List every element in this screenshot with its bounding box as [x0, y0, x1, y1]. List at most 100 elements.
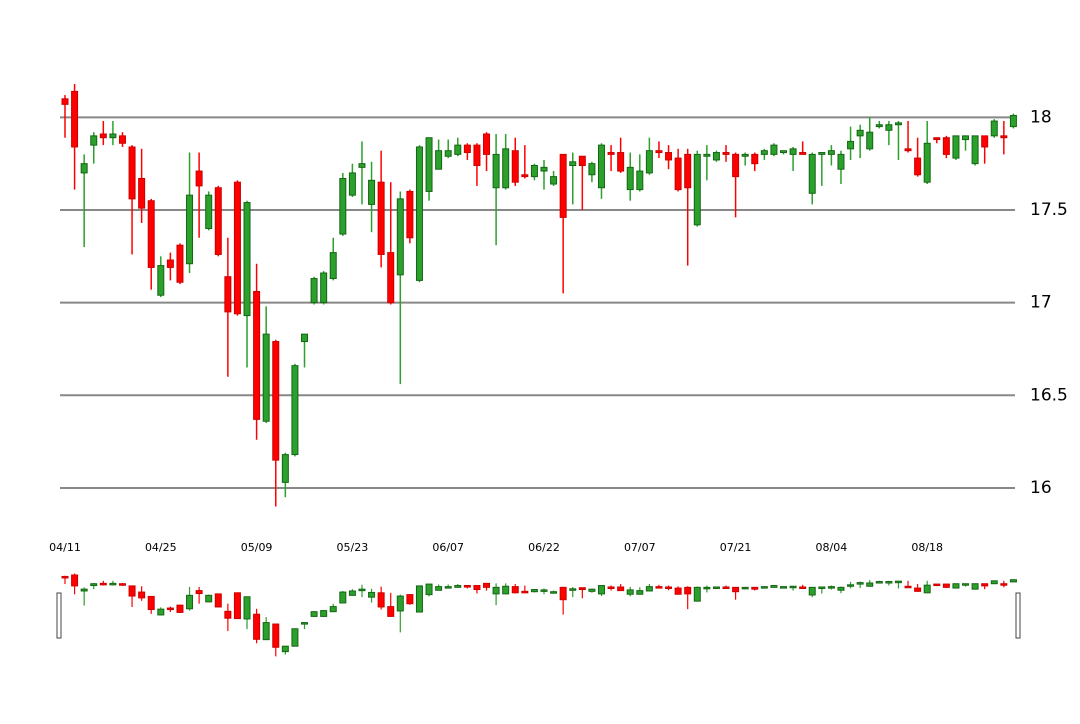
candle-body — [521, 174, 529, 178]
candle-body — [329, 252, 337, 280]
candle-body — [214, 593, 222, 608]
x-tick-label: 06/22 — [528, 541, 560, 554]
candle-body — [933, 583, 941, 587]
nav-handle-right[interactable] — [1015, 592, 1021, 639]
candles — [61, 83, 1017, 507]
candle-body — [569, 161, 577, 167]
candle-body — [205, 594, 213, 603]
candle-body — [176, 244, 184, 283]
candle-body — [540, 166, 548, 172]
candle-body — [856, 129, 864, 137]
candle-body — [693, 586, 701, 602]
candle-body — [722, 152, 730, 155]
candle-body — [904, 585, 912, 589]
candle-body — [281, 645, 289, 653]
candle-body — [875, 581, 883, 584]
candle-body — [454, 144, 462, 155]
candle-body — [665, 586, 673, 589]
candle-body — [90, 135, 98, 146]
candle-body — [483, 582, 491, 588]
candle-body — [291, 365, 299, 456]
candle-body — [71, 574, 79, 587]
candle-body — [569, 588, 577, 591]
candle-body — [799, 152, 807, 155]
candle-body — [301, 622, 308, 625]
candle-body — [71, 90, 79, 148]
candle-body — [942, 137, 950, 155]
candle-body — [655, 586, 663, 589]
candle-body — [425, 137, 433, 192]
candle-body — [894, 122, 902, 126]
candle-body — [971, 135, 979, 165]
candle-body — [597, 585, 605, 595]
candle-body — [770, 585, 778, 588]
candle-body — [674, 587, 682, 595]
x-tick-label: 07/07 — [624, 541, 656, 554]
candle-body — [454, 585, 462, 588]
candle-body — [301, 333, 308, 343]
candle-body — [320, 272, 328, 304]
candle-body — [684, 586, 692, 595]
candle-body — [281, 454, 289, 483]
candle-body — [387, 606, 395, 617]
x-tick-label: 08/04 — [816, 541, 848, 554]
candle-body — [990, 120, 998, 137]
candle-body — [1009, 114, 1017, 128]
candle-body — [406, 190, 414, 239]
y-tick-label: 16.5 — [1030, 385, 1068, 405]
candle-body — [511, 150, 519, 183]
candle-body — [847, 584, 855, 587]
candle-body — [483, 133, 491, 155]
candle-body — [597, 144, 605, 189]
candle-body — [550, 591, 558, 594]
candle-body — [166, 607, 174, 611]
candle-body — [981, 583, 989, 587]
x-tick-label: 04/11 — [49, 541, 81, 554]
candle-body — [147, 595, 155, 611]
candle-body — [885, 124, 893, 131]
candle-body — [377, 181, 385, 255]
candle-body — [310, 611, 318, 617]
candle-body — [358, 588, 366, 592]
candle-body — [253, 613, 261, 640]
candle-body — [109, 582, 117, 586]
nav-handle-left[interactable] — [56, 592, 62, 639]
candle-body — [722, 586, 730, 589]
x-tick-label: 04/25 — [145, 541, 177, 554]
candle-body — [329, 606, 337, 613]
candle-body — [645, 150, 653, 174]
candle-body — [310, 278, 318, 304]
candle-body — [61, 98, 69, 105]
candle-body — [808, 586, 816, 596]
candle-body — [368, 591, 376, 598]
candle-body — [866, 582, 874, 587]
candle-body — [712, 152, 720, 161]
candle-body — [894, 580, 902, 584]
candle-body — [684, 153, 692, 189]
candle-body — [415, 146, 423, 281]
candle-body — [751, 153, 759, 165]
candle-body — [80, 588, 88, 592]
candle-body — [818, 152, 826, 155]
candle-body — [732, 153, 740, 178]
candle-body — [789, 585, 797, 589]
candle-body — [914, 587, 922, 592]
candle-body — [847, 140, 855, 150]
candle-body — [463, 585, 471, 588]
y-tick-label: 18 — [1030, 107, 1052, 127]
candle-body — [703, 586, 711, 590]
candle-body — [502, 148, 510, 189]
candle-body — [463, 144, 471, 154]
candle-body — [243, 596, 251, 620]
candle-body — [780, 586, 787, 589]
candle-body — [396, 595, 404, 612]
candle-body — [492, 586, 500, 595]
candle-body — [559, 586, 567, 601]
candle-body — [732, 586, 740, 593]
grid: 16 16.5 17 17.5 18 04/11 04/25 05/09 05/23 06/07 0… — [49, 107, 1068, 554]
candle-body — [770, 144, 778, 155]
y-tick-label: 17.5 — [1030, 200, 1068, 220]
candle-body — [368, 179, 376, 205]
candle-body — [962, 583, 970, 586]
candle-body — [818, 586, 826, 589]
